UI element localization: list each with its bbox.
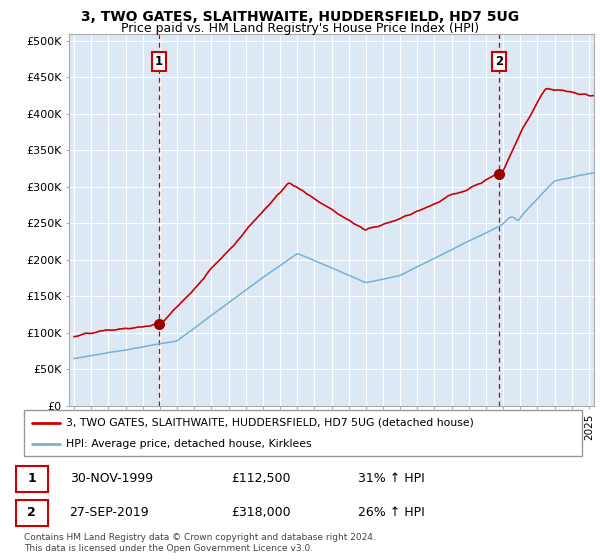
Text: 1: 1 xyxy=(154,55,163,68)
Text: Contains HM Land Registry data © Crown copyright and database right 2024.
This d: Contains HM Land Registry data © Crown c… xyxy=(24,533,376,553)
Text: 3, TWO GATES, SLAITHWAITE, HUDDERSFIELD, HD7 5UG (detached house): 3, TWO GATES, SLAITHWAITE, HUDDERSFIELD,… xyxy=(66,418,474,428)
Text: 31% ↑ HPI: 31% ↑ HPI xyxy=(358,472,424,485)
Text: 27-SEP-2019: 27-SEP-2019 xyxy=(70,506,149,519)
Text: 3, TWO GATES, SLAITHWAITE, HUDDERSFIELD, HD7 5UG: 3, TWO GATES, SLAITHWAITE, HUDDERSFIELD,… xyxy=(81,10,519,24)
FancyBboxPatch shape xyxy=(24,410,582,456)
Text: 2: 2 xyxy=(495,55,503,68)
Text: 26% ↑ HPI: 26% ↑ HPI xyxy=(358,506,424,519)
Text: HPI: Average price, detached house, Kirklees: HPI: Average price, detached house, Kirk… xyxy=(66,439,311,449)
Text: Price paid vs. HM Land Registry's House Price Index (HPI): Price paid vs. HM Land Registry's House … xyxy=(121,22,479,35)
Text: 30-NOV-1999: 30-NOV-1999 xyxy=(70,472,153,485)
Text: £112,500: £112,500 xyxy=(231,472,290,485)
Text: £318,000: £318,000 xyxy=(231,506,290,519)
Text: 2: 2 xyxy=(28,506,36,519)
Text: 1: 1 xyxy=(28,472,36,485)
